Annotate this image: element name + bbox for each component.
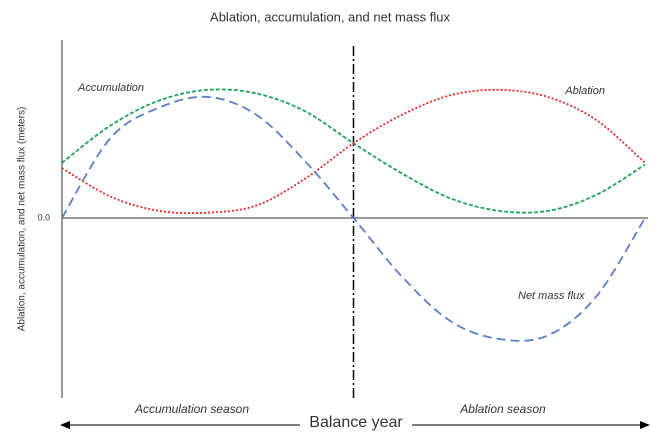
chart-title: Ablation, accumulation, and net mass flu…	[210, 9, 450, 24]
arrow-head	[640, 421, 650, 429]
series-label: Net mass flux	[518, 290, 585, 302]
arrow-head	[60, 421, 70, 429]
y-axis-label: Ablation, accumulation, and net mass flu…	[17, 107, 28, 332]
season-label: Ablation season	[459, 402, 546, 416]
series-line	[61, 95, 646, 342]
series-label: Ablation	[564, 85, 605, 97]
series-label: Accumulation	[77, 82, 144, 94]
x-axis-label: Balance year	[309, 414, 403, 431]
y-tick-label: 0.0	[37, 212, 50, 222]
season-label: Accumulation season	[134, 402, 249, 416]
series-line	[61, 88, 646, 215]
